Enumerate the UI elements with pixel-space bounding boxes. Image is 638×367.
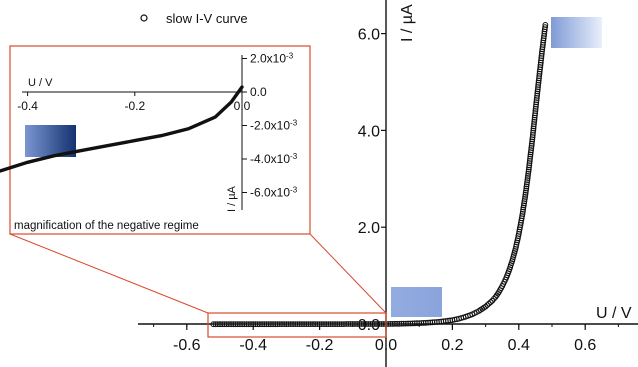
inset-title: magnification of the negative regime [14,220,199,232]
inset-y-tick-label: 0.0 [250,85,267,99]
main-x-tick-label: 0.2 [441,337,463,354]
data-point [520,202,527,209]
data-point [523,187,529,194]
data-point [523,181,530,188]
inset-y-tick-label: 2.0x10-3 [250,51,294,66]
legend: slow I-V curve [140,11,248,26]
data-point [482,303,489,310]
main-x-tick-label: -0.4 [239,337,267,354]
data-point [523,183,530,190]
data-point [524,177,531,184]
data-point [542,24,548,31]
swatch-low-current [391,287,442,317]
data-point [525,173,531,179]
legend-label: slow I-V curve [166,11,248,26]
inset-x-axis-label: U / V [28,77,53,89]
inset-x-tick-label: -0.2 [124,99,145,113]
zoom-connector-right [309,233,387,314]
main-x-tick-label: -0.2 [306,337,334,354]
data-point [524,179,530,186]
main-x-tick-label: 0.4 [508,337,530,354]
main-x-tick-label: 0.6 [574,337,596,354]
inset-y-axis-label: I / µA [226,185,238,212]
data-point [520,204,527,211]
data-point [519,211,526,217]
main-series [210,21,549,328]
data-point [522,191,529,198]
main-x-tick-label: -0.6 [173,337,201,354]
main-y-tick-label: 6.0 [358,27,380,44]
legend-marker-icon [140,14,148,22]
inset: -0.4 -0.2 0.0 2.0x10-3 0.0 -2.0x10-3 -4.0x10-… [0,45,311,235]
data-point [522,194,528,200]
data-point [522,189,529,196]
data-point [542,21,549,28]
main-x-axis-label: U / V [596,305,632,322]
swatch-high-current [551,17,602,48]
main-y-axis-label: I / µA [399,4,416,42]
main-axes: -0.6 -0.4 -0.2 0.0 0.2 0.4 0.6 0.0 2.0 4.0 6.0 U … [138,0,638,367]
inset-x-tick-label: -0.4 [17,99,38,113]
inset-y-tick-label: -4.0x10-3 [250,152,298,167]
main-x-tick-label: 0.0 [375,337,397,354]
inset-y-tick-label: -2.0x10-3 [250,118,298,133]
data-point [524,175,531,181]
data-point [486,300,492,307]
main-y-tick-label: 2.0 [358,220,380,237]
data-point [521,196,528,202]
inset-y-tick-label: -6.0x10-3 [250,185,298,200]
inset-series-line [0,85,244,173]
data-point [484,302,491,309]
main-y-tick-label: 4.0 [358,123,380,140]
zoom-region [207,312,387,338]
data-point [487,299,494,306]
data-point [523,185,530,192]
data-point [525,170,532,177]
zoom-connector-left [9,233,209,314]
inset-x-tick-label: 0.0 [234,99,251,113]
